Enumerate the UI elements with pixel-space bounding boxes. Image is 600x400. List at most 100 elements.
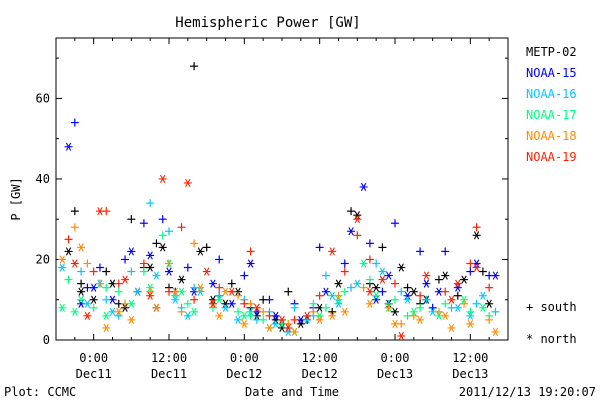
noaa-15-south-point [416,247,425,256]
noaa-19-north-point [121,275,130,284]
noaa-18-north-point [77,243,86,252]
legend-entry-metp-02: METP-02 [526,45,577,59]
noaa-19-south-point [353,231,362,240]
noaa-15-south-point [215,255,224,264]
noaa-18-north-point [58,255,67,264]
noaa-19-south-point [64,235,73,244]
noaa-17-north-point [58,303,67,312]
chart-title: Hemispheric Power [GW] [175,15,360,31]
noaa-16-north-point [171,295,180,304]
metp-02-south-point [190,62,199,71]
noaa-16-north-point [353,279,362,288]
noaa-18-north-point [447,323,456,332]
y-tick-label: 40 [36,172,50,186]
noaa-19-south-point [485,283,494,292]
noaa-18-south-point [434,307,443,316]
noaa-18-south-point [70,223,79,232]
noaa-15-south-point [70,118,79,127]
noaa-16-north-point [334,299,343,308]
metp-02-south-point [284,287,293,296]
metp-02-north-point [472,231,481,240]
noaa-17-north-point [315,311,324,320]
noaa-16-south-point [321,271,330,280]
legend-entry-noaa-15: NOAA-15 [526,66,577,80]
noaa-16-south-point [491,307,500,316]
noaa-17-north-point [372,291,381,300]
metp-02-south-point [453,291,462,300]
noaa-16-north-point [196,287,205,296]
noaa-17-south-point [183,299,192,308]
noaa-19-south-point [246,247,255,256]
noaa-17-south-point [259,315,268,324]
noaa-15-north-point [146,251,155,260]
noaa-18-south-point [309,307,318,316]
noaa-17-north-point [190,307,199,316]
noaa-15-south-point [428,303,437,312]
noaa-15-south-point [466,267,475,276]
data-points [58,62,500,341]
x-axis-label: Date and Time [245,385,339,399]
metp-02-north-point [391,307,399,316]
noaa-18-north-point [127,315,136,324]
noaa-19-south-point [340,267,349,276]
noaa-18-north-point [391,319,399,328]
metp-02-north-point [460,275,469,284]
noaa-17-south-point [441,299,450,308]
y-tick-label: 0 [43,333,50,347]
noaa-15-south-point [240,271,249,280]
noaa-18-south-point [359,283,368,292]
noaa-19-north-point [353,215,362,224]
noaa-15-north-point [422,279,431,288]
noaa-18-south-point [409,311,418,320]
noaa-16-south-point [114,311,123,320]
noaa-18-north-point [340,307,349,316]
noaa-16-south-point [472,299,481,308]
metp-02-south-point [102,267,111,276]
noaa-16-north-point [183,311,192,320]
x-tick-time-label: 0:00 [79,351,108,365]
noaa-19-south-point [290,315,299,324]
noaa-15-south-point [441,247,450,256]
noaa-19-south-point [190,295,199,304]
noaa-17-north-point [334,295,343,304]
noaa-17-south-point [340,287,349,296]
noaa-15-north-point [227,299,236,308]
noaa-15-north-point [453,283,462,292]
x-tick-time-label: 12:00 [302,351,338,365]
noaa-16-south-point [372,259,381,268]
noaa-19-south-point [89,267,98,276]
metp-02-north-point [89,295,98,304]
metp-02-north-point [196,247,205,256]
metp-02-north-point [177,275,186,284]
x-tick-time-label: 0:00 [230,351,259,365]
noaa-16-north-point [133,287,142,296]
noaa-15-north-point [64,142,73,151]
noaa-17-south-point [114,287,123,296]
metp-02-south-point [434,275,443,284]
legend-south-marker-note: + south [526,300,577,314]
noaa-18-north-point [114,307,123,316]
noaa-15-north-point [359,182,368,192]
x-tick-time-label: 0:00 [381,351,410,365]
noaa-18-north-point [215,311,224,320]
noaa-18-north-point [290,327,299,337]
noaa-17-north-point [70,307,79,316]
metp-02-north-point [485,299,494,308]
metp-02-south-point [378,243,387,252]
noaa-16-south-point [422,295,431,304]
noaa-18-south-point [259,307,268,316]
noaa-19-south-point [315,291,324,300]
noaa-19-north-point [252,303,261,312]
noaa-16-south-point [146,199,155,208]
noaa-17-north-point [478,303,487,312]
legend: METP-02 NOAA-15 NOAA-16 NOAA-17 NOAA-18 NOAA-… [526,45,577,164]
metp-02-south-point [152,239,161,248]
noaa-18-south-point [384,303,393,312]
metp-02-south-point [127,215,136,224]
noaa-15-north-point [372,295,381,304]
noaa-15-north-point [321,287,330,296]
noaa-16-north-point [453,303,462,312]
noaa-19-south-point [139,259,148,268]
noaa-18-north-point [196,283,205,292]
